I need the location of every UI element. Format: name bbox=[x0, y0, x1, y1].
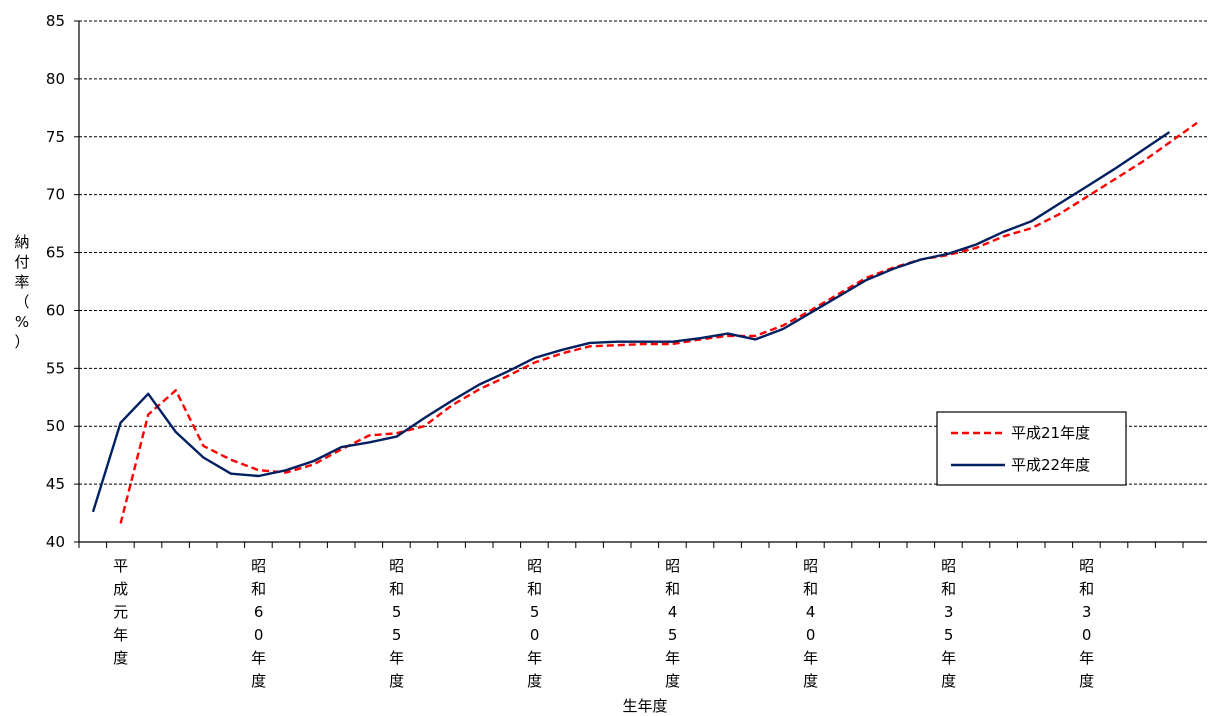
x-tick-label: 昭和 4 0 年度 bbox=[803, 557, 818, 690]
x-tick-labels: 平成元年度 昭和 6 0 年度 昭和 5 5 年度 昭和 5 0 年度 昭和 4 5 年度 昭和 4 0 年度 昭和 3 5 年… bbox=[113, 557, 1094, 690]
x-tick-label: 昭和 5 0 年度 bbox=[527, 557, 542, 690]
y-tick-label: 70 bbox=[46, 186, 65, 204]
y-axis-label: 納付率（%） bbox=[14, 233, 29, 351]
x-axis-label: 生年度 bbox=[622, 697, 667, 715]
x-tick-label: 昭和 3 0 年度 bbox=[1079, 557, 1094, 690]
legend-box bbox=[936, 411, 1127, 486]
legend-label-series-1: 平成21年度 bbox=[1011, 424, 1090, 442]
x-tick-label: 昭和 6 0 年度 bbox=[251, 557, 266, 690]
y-tick-label: 85 bbox=[46, 12, 65, 30]
x-tick-label: 昭和 3 5 年度 bbox=[941, 557, 956, 690]
y-tick-labels: 40 45 50 55 60 65 70 75 80 85 bbox=[46, 12, 65, 551]
series-line-1 bbox=[119, 121, 1198, 524]
y-tick-label: 65 bbox=[46, 244, 65, 262]
x-axis bbox=[78, 541, 1207, 548]
x-tick-label: 昭和 4 5 年度 bbox=[665, 557, 680, 690]
y-tick-label: 80 bbox=[46, 70, 65, 88]
legend: 平成21年度 平成22年度 bbox=[936, 411, 1127, 486]
y-tick-label: 40 bbox=[46, 533, 65, 551]
y-tick-label: 60 bbox=[46, 301, 65, 319]
y-tick-label: 55 bbox=[46, 359, 65, 377]
legend-label-series-2: 平成22年度 bbox=[1011, 456, 1090, 474]
series-lines bbox=[91, 121, 1198, 524]
x-tick-label: 昭和 5 5 年度 bbox=[389, 557, 404, 690]
y-tick-label: 50 bbox=[46, 417, 65, 435]
x-tick-label: 平成元年度 bbox=[113, 557, 128, 667]
y-tick-label: 45 bbox=[46, 475, 65, 493]
series-line-2 bbox=[91, 131, 1171, 513]
y-tick-label: 75 bbox=[46, 128, 65, 146]
